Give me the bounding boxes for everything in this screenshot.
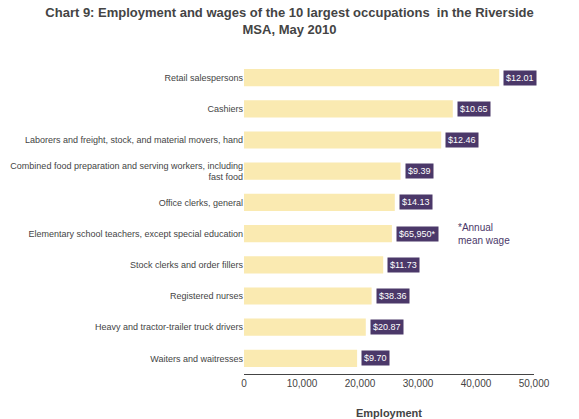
svg-text:$9.39: $9.39 [408,166,431,176]
svg-text:Office clerks, general: Office clerks, general [159,198,243,208]
svg-text:$10.65: $10.65 [460,104,488,114]
svg-text:Elementary school teachers, ex: Elementary school teachers, except speci… [28,229,243,239]
svg-text:Laborers and freight, stock, a: Laborers and freight, stock, and materia… [25,135,243,145]
svg-text:0: 0 [241,378,247,389]
svg-text:$12.01: $12.01 [506,73,534,83]
svg-text:Combined food preparation and: Combined food preparation and serving wo… [10,160,243,182]
svg-text:Cashiers: Cashiers [207,104,243,114]
svg-text:*Annualmean wage: *Annualmean wage [458,222,510,246]
svg-text:30,000: 30,000 [403,378,434,389]
svg-text:$9.70: $9.70 [364,353,387,363]
svg-text:$20.87: $20.87 [373,322,401,332]
svg-text:Heavy and tractor-trailer truc: Heavy and tractor-trailer truck drivers [95,322,244,332]
svg-text:Employment: Employment [356,407,422,419]
svg-text:10,000: 10,000 [287,378,318,389]
svg-text:$65,950*: $65,950* [399,229,436,239]
svg-text:Retail salespersons: Retail salespersons [164,73,243,83]
svg-text:Registered nurses: Registered nurses [170,291,244,301]
svg-text:$14.13: $14.13 [402,197,430,207]
svg-text:40,000: 40,000 [461,378,492,389]
svg-text:$38.36: $38.36 [379,291,407,301]
svg-text:20,000: 20,000 [345,378,376,389]
svg-text:50,000: 50,000 [519,378,550,389]
svg-text:$12.46: $12.46 [448,135,476,145]
svg-text:Chart 9: Employment and wages: Chart 9: Employment and wages of the 10 … [45,5,533,37]
svg-text:$11.73: $11.73 [390,260,417,270]
svg-text:Waiters and waitresses: Waiters and waitresses [150,354,243,364]
svg-text:Stock clerks and order fillers: Stock clerks and order fillers [130,260,244,270]
